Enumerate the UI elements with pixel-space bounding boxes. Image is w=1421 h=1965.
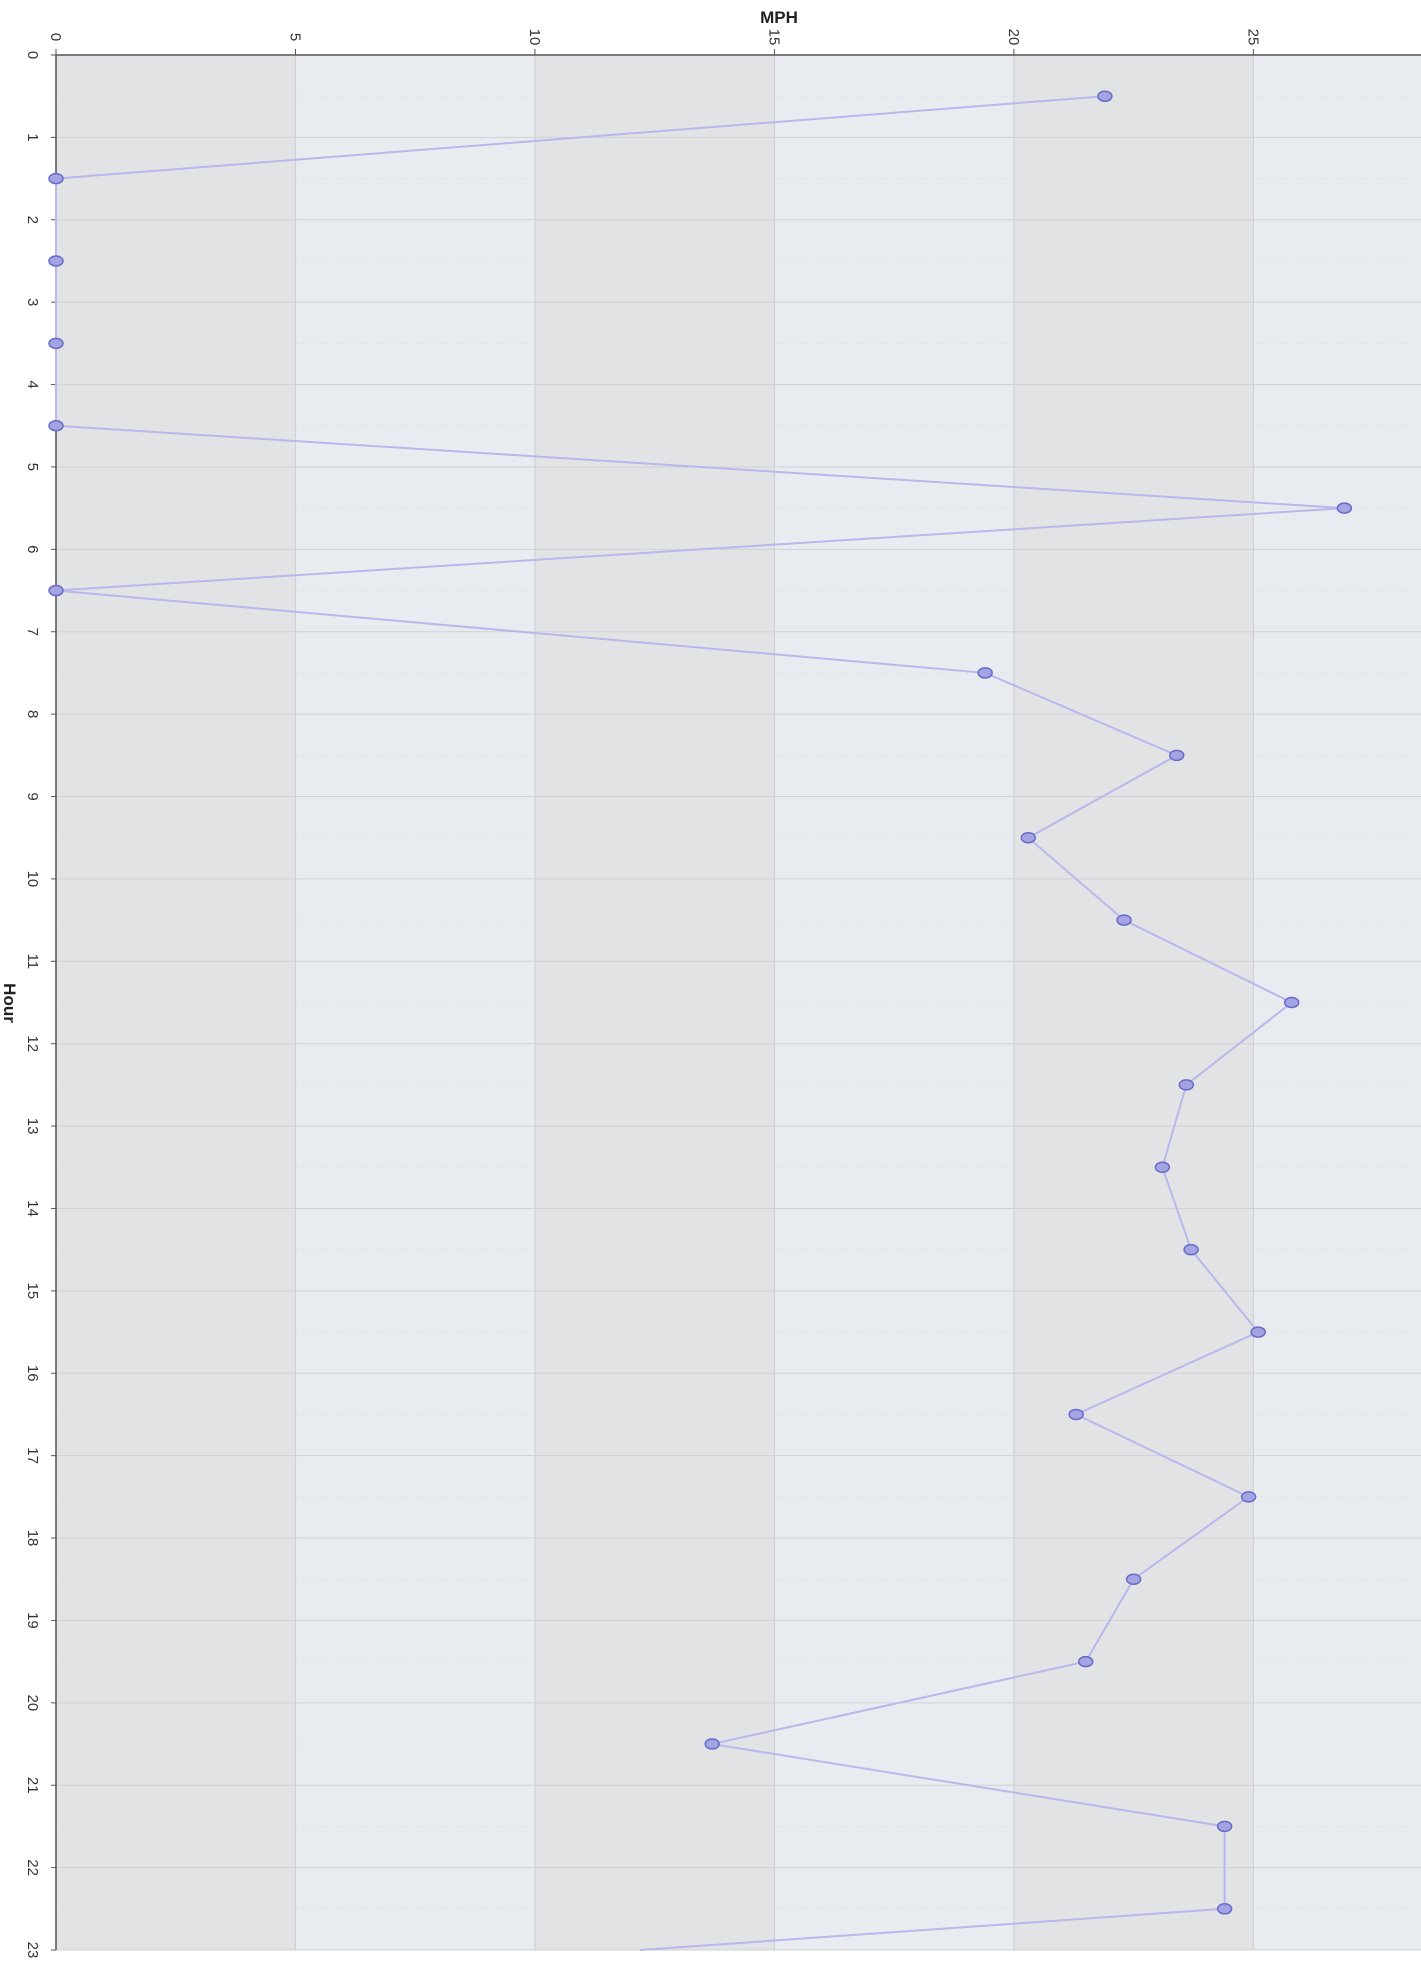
tick-label-hour-14: 14 <box>24 1200 41 1217</box>
band-4 <box>1013 55 1254 1950</box>
background-bands <box>56 55 1421 1950</box>
data-point-hour-18.5 <box>1125 1573 1142 1585</box>
tick-label-hour-13: 13 <box>24 1118 41 1135</box>
tick-label-hour-9: 9 <box>24 792 41 800</box>
band-3 <box>774 55 1014 1950</box>
tick-label-hour-16: 16 <box>24 1365 41 1382</box>
tick-label-mph-0: 0 <box>47 33 64 41</box>
tick-label-hour-4: 4 <box>24 380 41 388</box>
tick-label-mph-25: 25 <box>1244 29 1261 46</box>
data-point-hour-10.5 <box>1116 914 1132 926</box>
tick-label-hour-19: 19 <box>24 1612 41 1629</box>
tick-label-hour-2: 2 <box>24 216 41 224</box>
data-point-hour-7.5 <box>977 667 993 679</box>
tick-label-hour-18: 18 <box>24 1530 41 1547</box>
tick-label-hour-8: 8 <box>24 710 41 718</box>
data-point-hour-17.5 <box>1240 1491 1257 1503</box>
data-point-hour-9.5 <box>1020 831 1037 844</box>
data-point-hour-21.5 <box>1216 1820 1233 1833</box>
data-point-hour-4.5 <box>48 420 64 432</box>
band-0 <box>56 55 296 1950</box>
band-1 <box>295 55 535 1950</box>
data-point-hour-3.5 <box>48 337 64 350</box>
tick-label-mph-15: 15 <box>765 29 782 46</box>
data-point-hour-19.5 <box>1077 1655 1094 1668</box>
tick-label-hour-21: 21 <box>24 1777 41 1794</box>
x-axis-title: Hour <box>0 983 19 1023</box>
tick-label-hour-11: 11 <box>24 954 41 970</box>
tick-labels: 0 5 10 15 20 25012345678910111213141516171819… <box>24 29 1261 1959</box>
data-point-hour-15.5 <box>1250 1326 1266 1338</box>
data-point-hour-8.5 <box>1168 749 1185 762</box>
data-point-hour-1.5 <box>48 172 64 185</box>
data-point-hour-11.5 <box>1283 996 1300 1009</box>
tick-label-hour-20: 20 <box>24 1694 41 1711</box>
tick-label-hour-10: 10 <box>24 871 41 888</box>
tick-label-hour-3: 3 <box>24 298 41 306</box>
tick-label-mph-20: 20 <box>1005 29 1022 46</box>
data-point-hour-5.5 <box>1336 502 1353 514</box>
tick-label-hour-22: 22 <box>24 1859 41 1876</box>
tick-label-hour-23: 23 <box>24 1942 41 1959</box>
tick-label-hour-17: 17 <box>24 1447 41 1464</box>
tick-label-hour-5: 5 <box>24 463 41 471</box>
data-point-hour-20.5 <box>704 1738 720 1750</box>
data-point-hour-2.5 <box>48 255 64 267</box>
tick-label-hour-1: 1 <box>24 133 41 141</box>
tick-label-hour-0: 0 <box>24 51 41 59</box>
tick-label-hour-12: 12 <box>24 1035 41 1052</box>
tick-label-hour-7: 7 <box>24 628 41 636</box>
tick-label-hour-15: 15 <box>24 1283 41 1300</box>
y-axis-title: MPH <box>760 8 798 27</box>
band-2 <box>534 55 775 1950</box>
series-line <box>55 95 1345 1951</box>
series-line-group <box>55 95 1345 1951</box>
data-points <box>48 90 1353 1915</box>
data-point-hour-22.5 <box>1216 1903 1233 1915</box>
data-point-hour-0.5 <box>1097 90 1113 102</box>
data-point-hour-6.5 <box>48 584 64 597</box>
data-point-hour-12.5 <box>1178 1079 1195 1091</box>
tick-label-mph-10: 10 <box>526 29 543 46</box>
data-point-hour-14.5 <box>1183 1243 1199 1256</box>
data-point-hour-13.5 <box>1154 1161 1171 1174</box>
tick-label-mph-5: 5 <box>286 33 303 41</box>
tick-label-hour-6: 6 <box>24 545 41 553</box>
data-point-hour-16.5 <box>1068 1408 1084 1421</box>
